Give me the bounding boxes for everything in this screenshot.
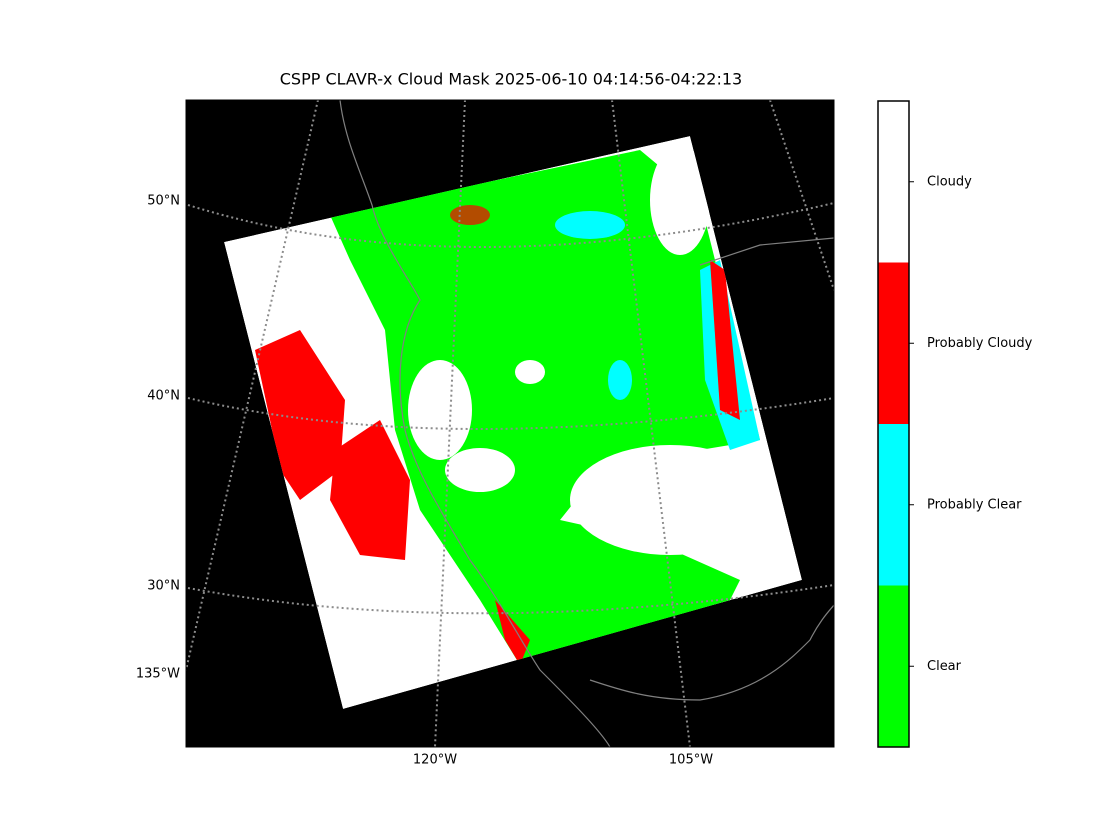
colorbar-segment	[878, 585, 909, 747]
map-frame	[185, 99, 835, 748]
lat-label: 50°N	[147, 194, 180, 209]
swath	[224, 136, 802, 709]
colorbar-label: Cloudy	[927, 174, 972, 189]
colorbar-label: Probably Cloudy	[927, 336, 1033, 351]
colorbar-label: Clear	[927, 659, 962, 674]
colorbar-segment	[878, 101, 909, 263]
colorbar-segment	[878, 262, 909, 424]
lon-label: 105°W	[669, 753, 713, 768]
lat-label: 40°N	[147, 389, 180, 404]
lat-label: 135°W	[136, 667, 180, 682]
map	[186, 100, 834, 747]
colorbar-frame	[877, 100, 910, 748]
colorbar-segment	[878, 424, 909, 586]
title: CSPP CLAVR-x Cloud Mask 2025-06-10 04:14…	[280, 70, 742, 89]
lat-label: 30°N	[147, 579, 180, 594]
lon-label: 120°W	[413, 753, 457, 768]
axis-labels: 50°N 40°N 30°N 135°W 120°W 105°W	[136, 194, 713, 768]
colorbar-label: Probably Clear	[927, 497, 1022, 512]
